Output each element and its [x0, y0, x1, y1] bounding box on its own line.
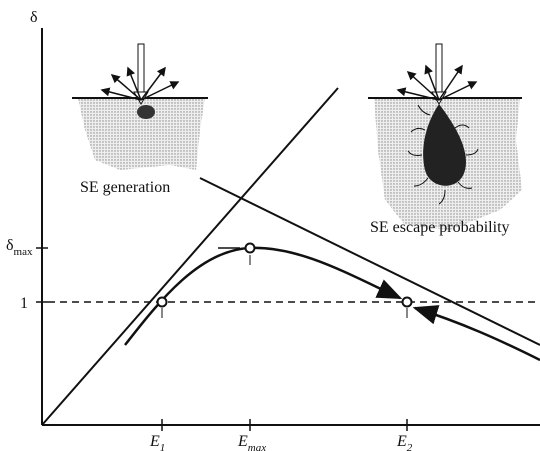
y-axis-label: δ [30, 9, 38, 26]
yield-curve [124, 246, 403, 346]
x-tick-label: Emax [237, 433, 266, 451]
inset-escape: SE escape probability [368, 43, 522, 236]
x-tick-label: E1 [149, 433, 165, 451]
y-max-label: δmax [6, 237, 33, 258]
yield-curve [412, 305, 540, 362]
caption: SE escape probability [370, 219, 510, 236]
x-tick-label: E2 [396, 433, 413, 451]
caption: SE generation [80, 179, 170, 196]
escape-line [199, 177, 540, 346]
generation-line [41, 87, 339, 426]
y-unity-label: 1 [20, 295, 28, 312]
inset-generation: SE generation [72, 43, 208, 196]
point [401, 296, 413, 308]
point [156, 296, 168, 308]
point [244, 242, 256, 254]
